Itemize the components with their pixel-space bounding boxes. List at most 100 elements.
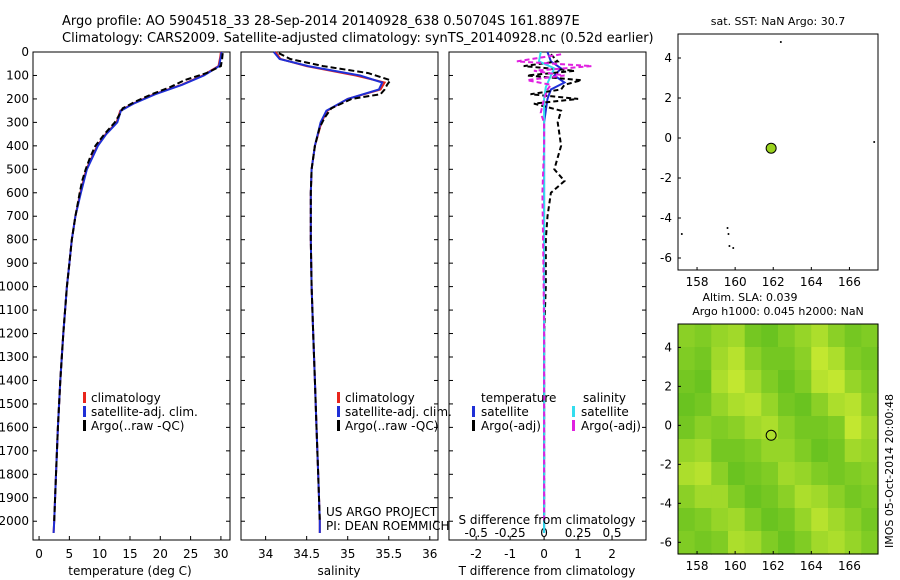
heatmap-cell [728,508,746,532]
heatmap-cell [694,370,712,394]
heatmap-cell [861,531,879,555]
y-tick-label: 700 [6,209,29,223]
heatmap-cell [778,485,796,509]
heatmap-cell [761,324,779,348]
sla-map-title-2: Argo h1000: 0.045 h2000: NaN [692,305,864,318]
x-tick-label: 34 [258,547,273,561]
map-dot [779,41,782,43]
series-line-s-satellite [537,51,556,533]
y-tick-label: 900 [6,256,29,270]
salinity-legend: climatology satellite-adj. clim. Argo(..… [326,391,452,533]
map-y-tick-label: 4 [664,340,672,354]
map-x-tick-label: 158 [686,275,709,289]
heatmap-cell [761,439,779,463]
top-tick-label: 0.25 [565,526,592,540]
y-tick-label: 2000 [0,514,29,528]
legend-swatch-argo [337,420,340,431]
x-tick-label: -2 [470,547,482,561]
heatmap-cell [828,370,846,394]
heatmap-cell [861,347,879,371]
heatmap-cell [678,462,696,486]
legend-label: satellite-adj. clim. [345,405,452,419]
y-tick-label: 200 [6,92,29,106]
top-tick-label: -0.25 [495,526,526,540]
heatmap-cell [844,531,862,555]
y-tick-label: 1900 [0,491,29,505]
x-tick-label: 0 [35,547,43,561]
difference-top-label: S difference from climatology [459,513,636,527]
heatmap-cell [694,347,712,371]
legend-swatch-climatology [83,392,86,403]
series-line-climatology [274,51,387,533]
heatmap-cell [744,347,762,371]
argo-position-marker [765,429,777,441]
x-tick-label: 25 [183,547,198,561]
heatmap-cell [861,439,879,463]
heatmap-cell [678,416,696,440]
series-line-argo-raw-qc- [53,53,224,522]
heatmap-cell [744,462,762,486]
map-dot [732,247,735,249]
heatmap-cell [811,324,829,348]
map-y-tick-label: 0 [664,418,672,432]
x-tick-label: 1 [574,547,582,561]
y-tick-label: 1400 [0,373,29,387]
top-tick-label: 0.5 [602,526,621,540]
map-y-tick-label: 2 [664,91,672,105]
heatmap-cell [794,439,812,463]
legend-label: satellite [481,405,529,419]
argo-position-marker [765,142,777,154]
y-tick-label: 400 [6,139,29,153]
legend-label: Argo(-adj) [481,419,541,433]
y-tick-label: 1800 [0,467,29,481]
heatmap-cell [828,393,846,417]
x-tick-label: 20 [153,547,168,561]
y-tick-label: 1200 [0,327,29,341]
heatmap-cell [728,324,746,348]
series-line-argo-raw-qc- [278,52,393,522]
heatmap-cell [711,393,729,417]
map-x-tick-label: 166 [838,275,861,289]
heatmap-cell [778,439,796,463]
heatmap-cell [761,531,779,555]
y-tick-label: 300 [6,115,29,129]
map-dot [680,233,683,235]
sst-map-title: sat. SST: NaN Argo: 30.7 [711,15,845,28]
map-dot [873,141,876,143]
legend-swatch-s-argo [572,420,575,431]
heatmap-cell [678,347,696,371]
heatmap-cell [794,347,812,371]
map-y-tick-label: -2 [660,457,672,471]
heatmap-cell [844,439,862,463]
map-y-tick-label: 0 [664,131,672,145]
heatmap-cell [678,370,696,394]
salinity-panel [240,51,439,541]
heatmap-cell [861,370,879,394]
sst-map-panel [677,33,879,271]
heatmap-cell [844,370,862,394]
y-tick-label: 1100 [0,303,29,317]
map-y-tick-label: 4 [664,51,672,65]
heatmap-cell [694,324,712,348]
heatmap-cell [844,393,862,417]
y-tick-label: 1600 [0,420,29,434]
heatmap-cell [711,485,729,509]
map-y-tick-label: 2 [664,379,672,393]
heatmap-cell [778,508,796,532]
heatmap-cell [778,462,796,486]
project-annotation: US ARGO PROJECT [326,505,438,519]
heatmap-cell [711,439,729,463]
x-tick-label: 35 [340,547,355,561]
y-tick-label: 600 [6,186,29,200]
map-y-tick-label: -6 [660,535,672,549]
heatmap-cell [844,508,862,532]
legend-label: satellite [581,405,629,419]
y-tick-label: 800 [6,233,29,247]
heatmap-cell [694,416,712,440]
sla-map-panel [677,323,879,555]
map-x-tick-label: 162 [762,275,785,289]
heatmap-cell [844,324,862,348]
heatmap-cell [744,393,762,417]
legend-label: climatology [91,391,161,405]
legend-label: Argo(..raw -QC) [345,419,438,433]
